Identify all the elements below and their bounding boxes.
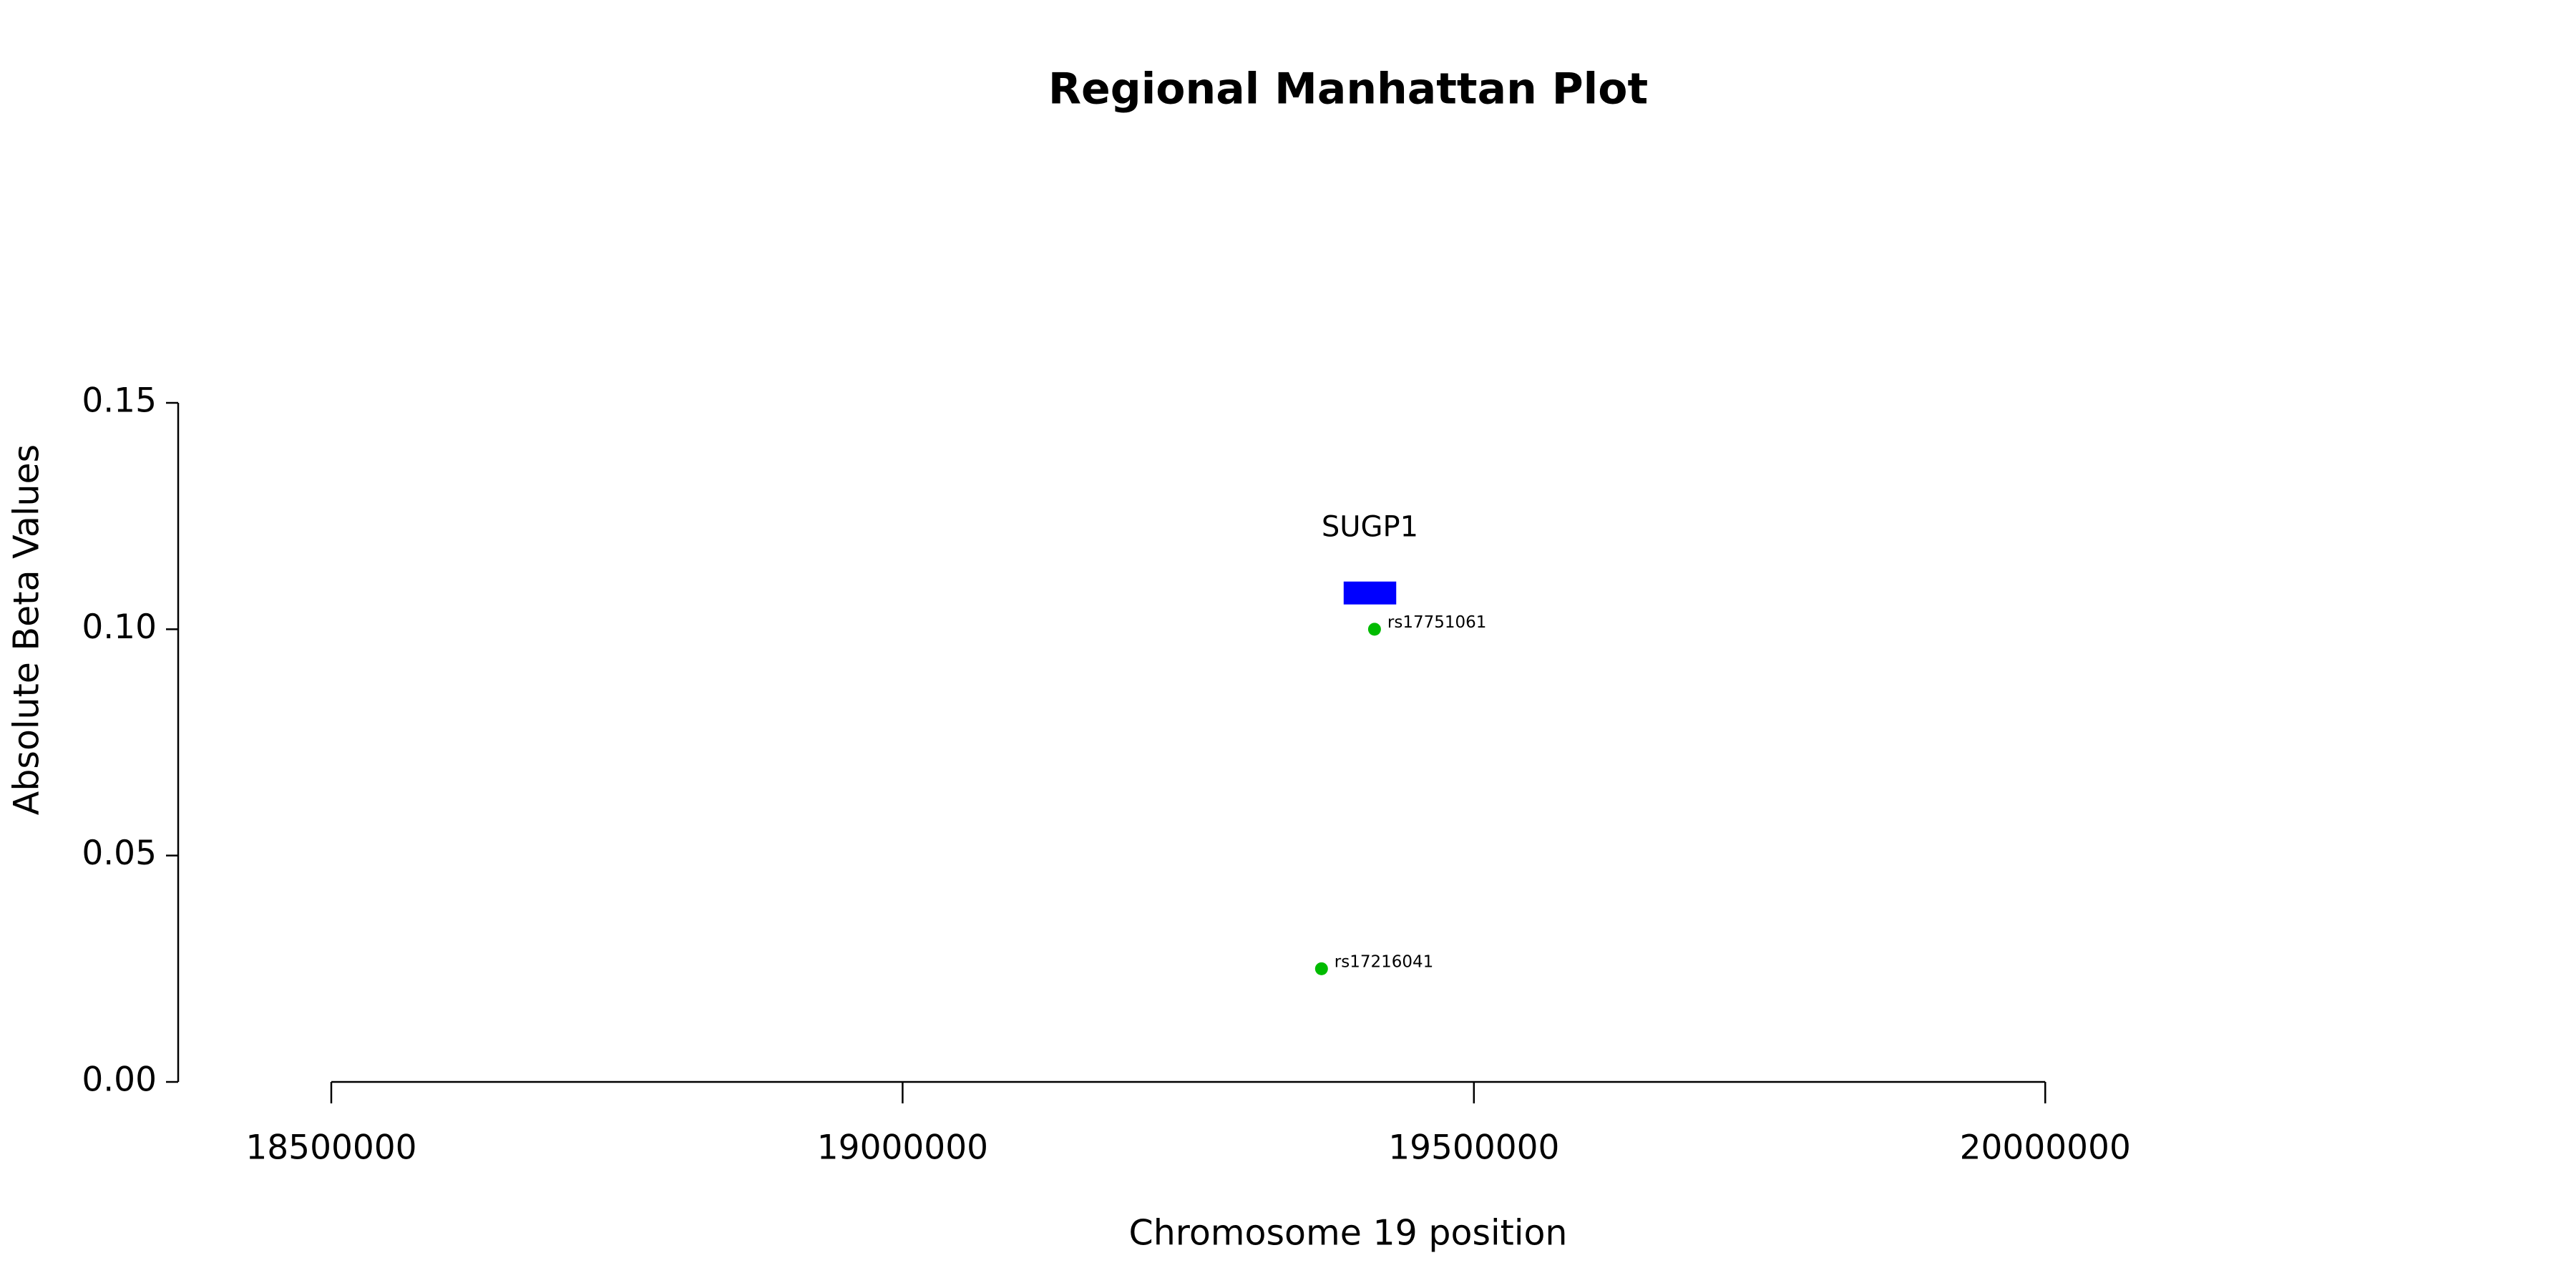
- y-tick-label: 0.00: [82, 1060, 157, 1100]
- snp-label: rs17216041: [1335, 952, 1434, 971]
- y-tick-label: 0.10: [82, 608, 157, 647]
- x-tick-label: 19000000: [817, 1128, 988, 1168]
- y-axis-label: Absolute Beta Values: [6, 444, 47, 815]
- snp-label: rs17751061: [1387, 613, 1487, 632]
- y-tick-label: 0.05: [82, 834, 157, 873]
- snp-point: [1367, 623, 1381, 636]
- gene-label: SUGP1: [1322, 511, 1418, 544]
- y-tick-label: 0.15: [82, 381, 157, 421]
- chart-title: Regional Manhattan Plot: [1048, 64, 1648, 114]
- x-tick-label: 18500000: [245, 1128, 416, 1168]
- x-axis-label: Chromosome 19 position: [1128, 1213, 1567, 1254]
- gene: [1343, 581, 1397, 605]
- x-tick-label: 20000000: [1960, 1128, 2131, 1168]
- snp-point: [1314, 962, 1328, 975]
- x-tick-label: 19500000: [1388, 1128, 1559, 1168]
